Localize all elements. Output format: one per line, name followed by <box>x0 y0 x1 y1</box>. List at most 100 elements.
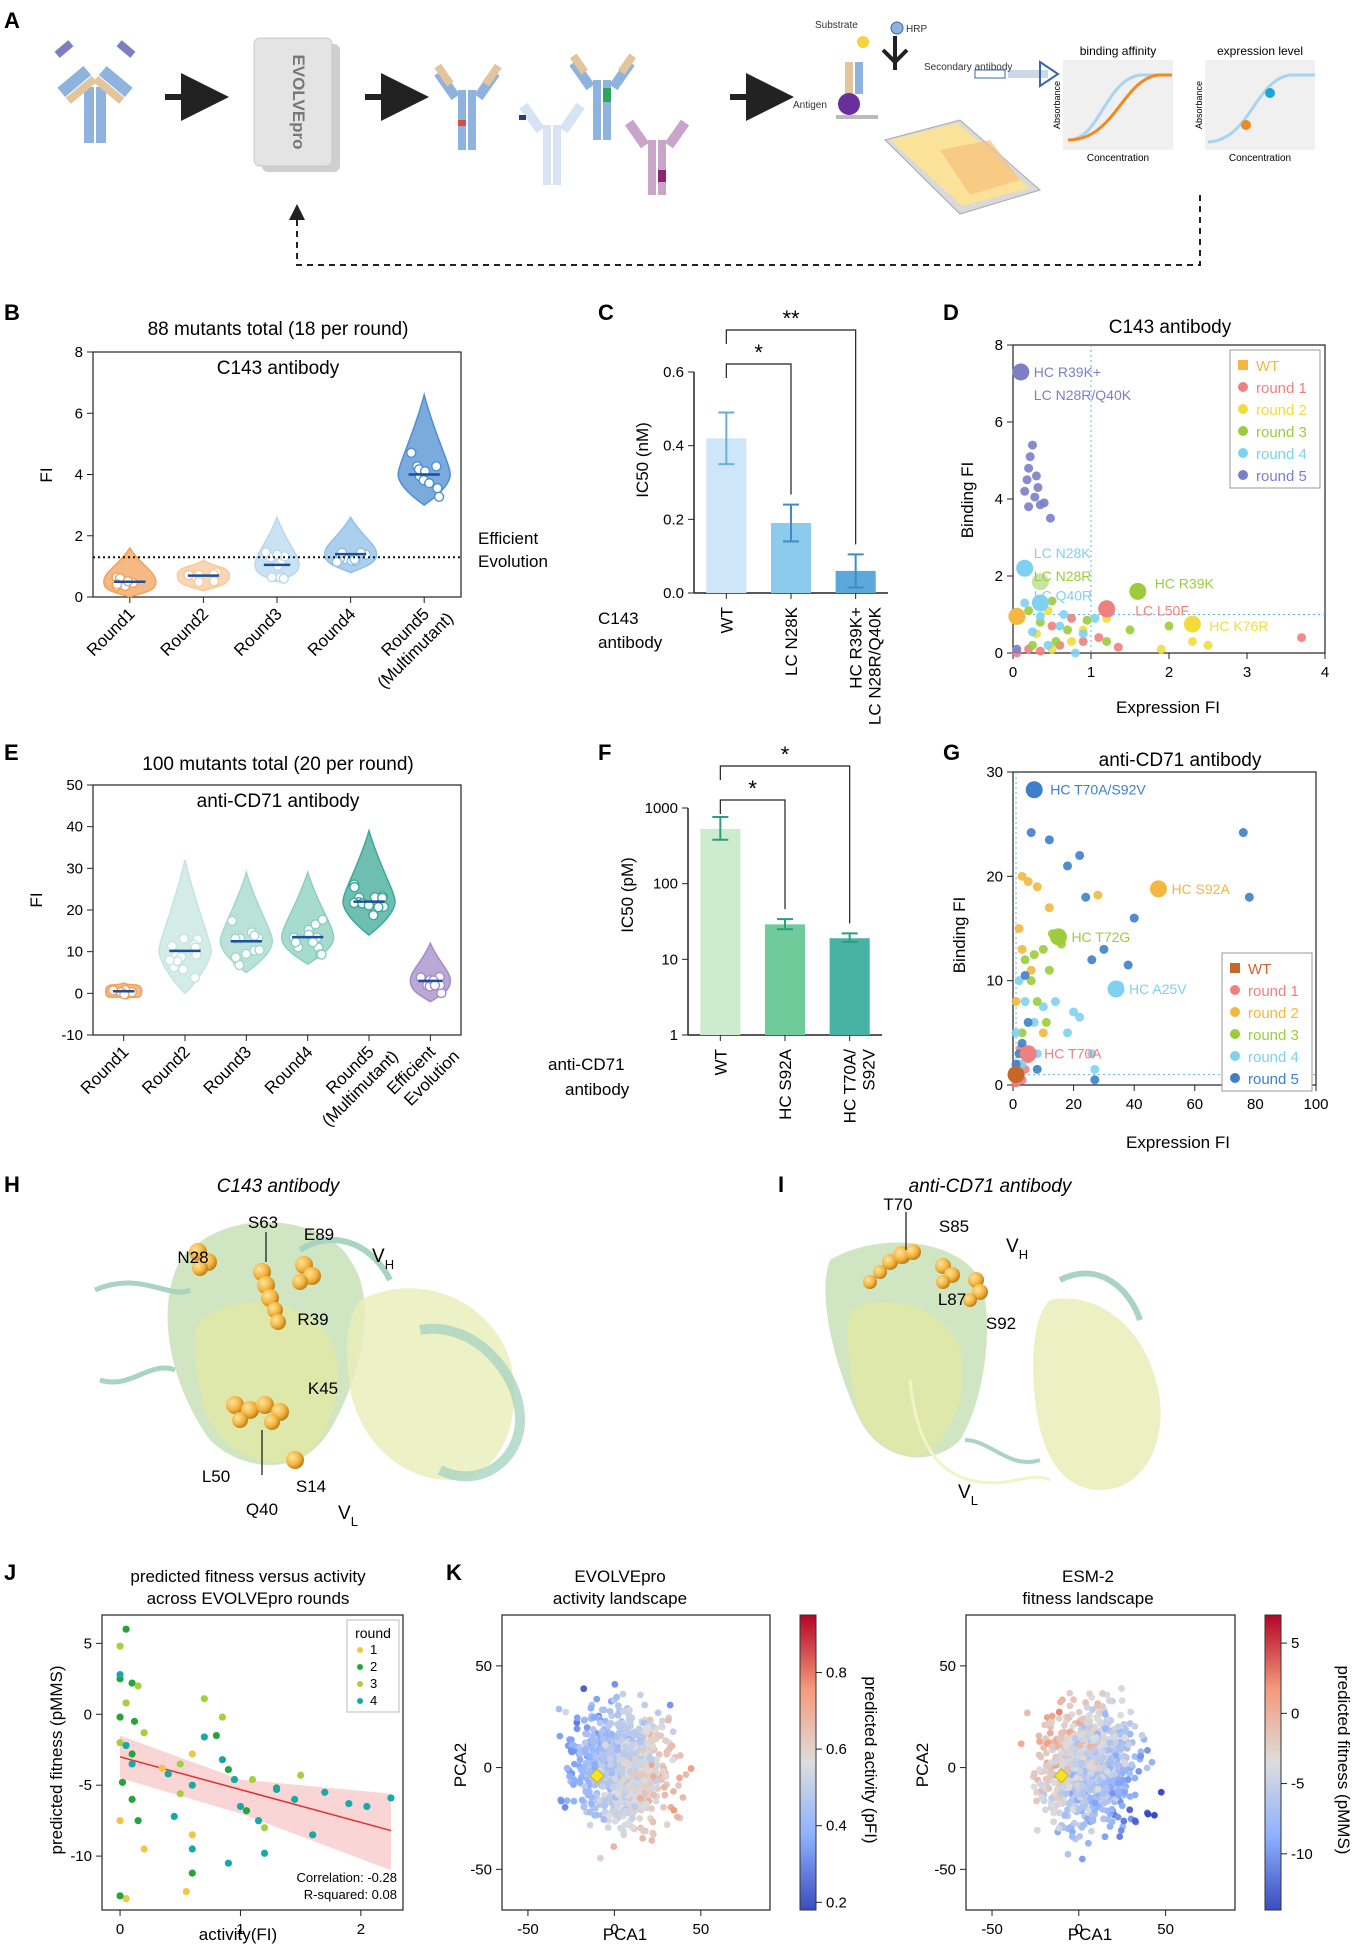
significance-label: * <box>748 776 757 801</box>
legend-label: round 4 <box>1248 1049 1299 1066</box>
legend-swatch <box>1238 470 1248 480</box>
data-point <box>188 1750 196 1758</box>
landscape-point <box>602 1741 609 1749</box>
landscape-point <box>1071 1760 1079 1768</box>
panel-e-subtitle: anti-CD71 antibody <box>197 791 360 812</box>
landscape-point <box>645 1768 652 1775</box>
data-point <box>1044 835 1054 845</box>
landscape-point <box>1091 1799 1099 1807</box>
colorbar-tick-label: -5 <box>1291 1776 1304 1793</box>
landscape-point <box>1036 1738 1043 1745</box>
landscape-point <box>1079 1790 1087 1798</box>
landscape-point <box>670 1806 678 1814</box>
landscape-point <box>626 1706 633 1714</box>
landscape-point <box>1036 1766 1043 1774</box>
landscape-point <box>1030 1783 1038 1791</box>
data-point <box>1028 440 1037 450</box>
landscape-point <box>619 1776 627 1784</box>
inset2-ylabel: Absorbance <box>1194 81 1204 129</box>
landscape-point <box>676 1774 683 1782</box>
landscape-point <box>596 1719 604 1727</box>
landscape-point <box>1042 1806 1049 1814</box>
landscape-point <box>649 1830 657 1838</box>
evolvepro-box: EVOLVEpro <box>253 37 340 172</box>
data-point <box>182 1887 190 1896</box>
landscape-point <box>1117 1827 1125 1834</box>
landscape-point <box>1099 1790 1107 1798</box>
point-annotation: HC S92A <box>1171 881 1230 897</box>
landscape-point <box>1101 1710 1109 1718</box>
data-point <box>1093 890 1103 900</box>
x-tick-label: HC R39K+LC N28R/Q40K <box>847 606 885 725</box>
landscape-point <box>649 1743 657 1751</box>
landscape-point <box>591 1760 599 1768</box>
data-point <box>1063 1028 1073 1038</box>
y-tick-label: -10 <box>61 1027 83 1044</box>
landscape-point <box>580 1685 588 1693</box>
landscape-point <box>1071 1735 1079 1742</box>
landscape-point <box>1087 1785 1095 1793</box>
landscape-point <box>1047 1720 1055 1728</box>
landscape-point <box>657 1723 665 1731</box>
significance-bracket <box>725 363 792 495</box>
landscape-point <box>619 1690 627 1698</box>
landscape-point <box>636 1794 644 1802</box>
data-point <box>224 1859 233 1867</box>
data-point <box>1043 640 1053 650</box>
inset2-xlabel: Concentration <box>1229 153 1291 164</box>
landscape-point <box>1111 1770 1118 1778</box>
landscape-point <box>1114 1813 1122 1821</box>
antibody-wt-icon <box>54 40 136 143</box>
y-tick-label: 0.0 <box>663 585 684 602</box>
landscape-point <box>619 1827 627 1835</box>
landscape-point <box>614 1733 621 1741</box>
data-point <box>1082 615 1092 625</box>
x-tick-label: 4 <box>1321 664 1329 681</box>
landscape-point <box>596 1854 604 1862</box>
violin-point <box>373 902 384 913</box>
landscape-point <box>1068 1745 1076 1753</box>
significance-label: * <box>754 340 763 365</box>
data-point <box>1078 636 1088 646</box>
violin-point <box>406 447 417 458</box>
violin-point <box>189 972 201 983</box>
residue-label-q40: Q40 <box>246 1500 278 1519</box>
x-tick-label: 80 <box>1247 1096 1264 1113</box>
violin-point <box>193 576 205 588</box>
landscape-point <box>670 1787 677 1795</box>
landscape-point <box>1093 1702 1101 1710</box>
landscape-point <box>669 1728 677 1736</box>
landscape-point <box>1086 1711 1093 1719</box>
data-point <box>242 1807 251 1815</box>
landscape-point <box>1148 1758 1156 1766</box>
x-tick-label: 0 <box>116 1921 124 1938</box>
data-point <box>118 1778 127 1786</box>
x-tick-label: EfficientEvolution <box>383 1032 463 1112</box>
point-annotation: LC N28K <box>1034 545 1091 561</box>
violin-point <box>278 573 289 584</box>
landscape-point <box>1017 1740 1025 1748</box>
data-point <box>1067 636 1076 646</box>
data-point <box>1044 965 1054 975</box>
residue-label-s92: S92 <box>986 1314 1016 1333</box>
point-annotation: HC R39K <box>1155 576 1215 592</box>
inset-expression-level: expression level Absorbance Concentratio… <box>1194 44 1315 164</box>
data-point <box>1047 621 1057 631</box>
data-point <box>188 1869 196 1877</box>
landscape-point <box>666 1701 674 1709</box>
landscape-point <box>570 1781 577 1788</box>
legend-label: 3 <box>370 1676 377 1691</box>
landscape-point <box>629 1814 636 1822</box>
landscape-point <box>1078 1782 1086 1790</box>
data-point <box>1063 625 1073 635</box>
panel-g-xlabel: Expression FI <box>1126 1133 1230 1152</box>
significance-bracket <box>725 329 857 545</box>
residue-label-l50: L50 <box>202 1467 230 1486</box>
landscape-point <box>605 1812 613 1819</box>
landscape-point <box>599 1735 607 1743</box>
landscape-point <box>673 1813 681 1821</box>
x-tick-label: 0 <box>1075 1921 1083 1938</box>
evolvepro-box-label: EVOLVEpro <box>289 54 308 149</box>
y-tick-label: 4 <box>75 467 83 484</box>
legend-label: round 3 <box>1256 424 1307 441</box>
